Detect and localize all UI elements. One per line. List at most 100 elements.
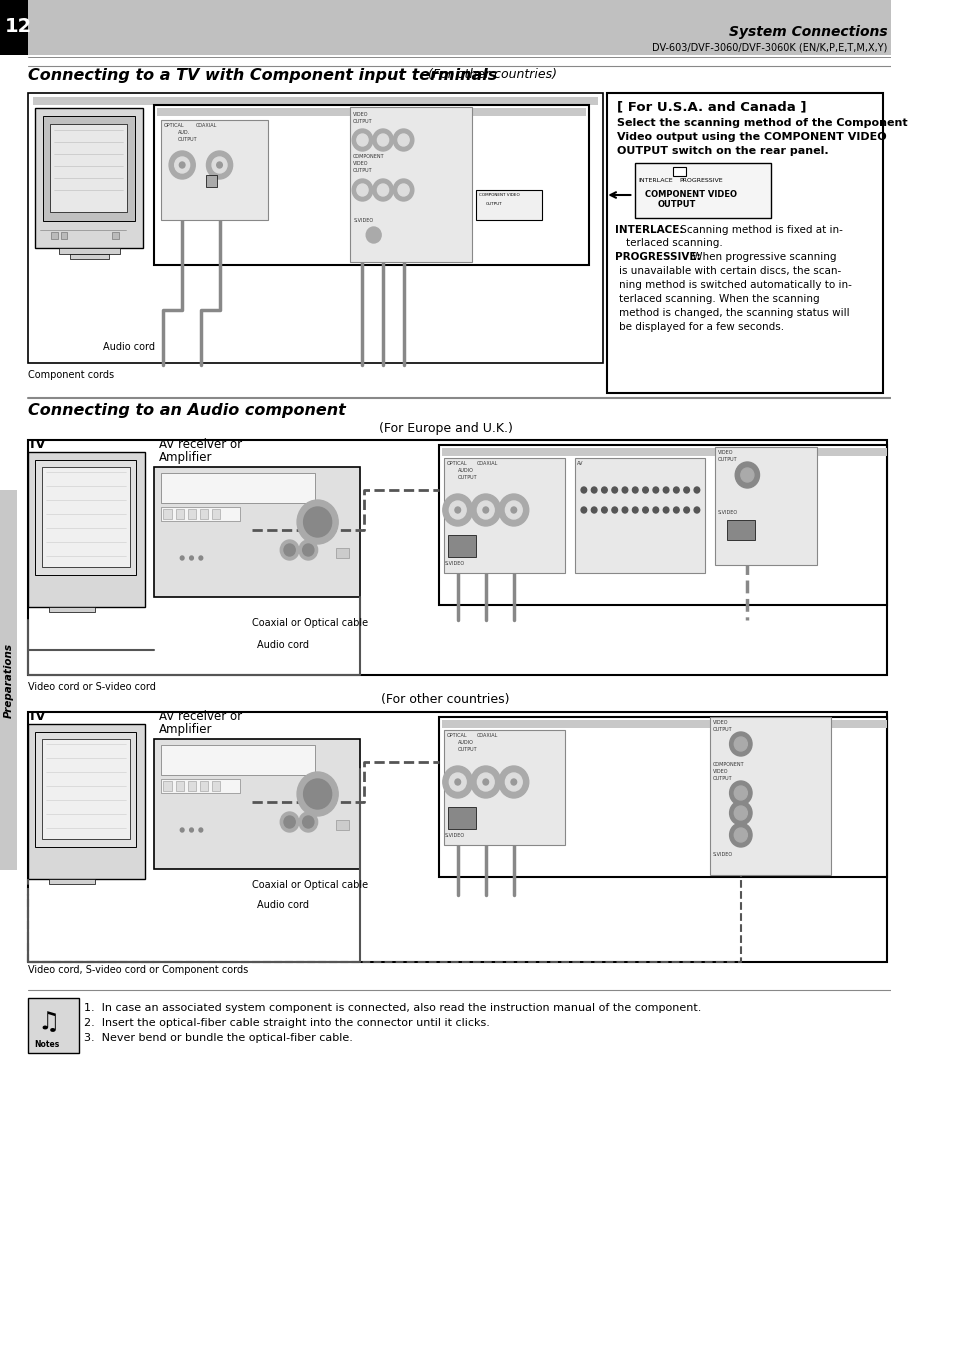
- Bar: [672, 168, 685, 176]
- Circle shape: [632, 507, 638, 513]
- Bar: [574, 458, 704, 573]
- Text: Video cord or S-video cord: Video cord or S-video cord: [28, 682, 155, 692]
- Text: Amplifier: Amplifier: [158, 723, 213, 736]
- Bar: [212, 781, 220, 790]
- Circle shape: [611, 507, 617, 513]
- Circle shape: [377, 134, 388, 146]
- Circle shape: [284, 816, 294, 828]
- Text: COMPONENT VIDEO: COMPONENT VIDEO: [478, 193, 519, 197]
- Circle shape: [296, 771, 337, 816]
- Text: COMPONENT VIDEO: COMPONENT VIDEO: [644, 190, 736, 199]
- Text: ♫: ♫: [37, 1011, 60, 1034]
- Text: DV-603/DVF-3060/DVF-3060K (EN/K,P,E,T,M,X,Y): DV-603/DVF-3060/DVF-3060K (EN/K,P,E,T,M,…: [652, 42, 886, 51]
- Text: Audio cord: Audio cord: [256, 640, 309, 650]
- Circle shape: [180, 828, 184, 832]
- Bar: [49, 607, 95, 612]
- Bar: [448, 807, 476, 830]
- Circle shape: [734, 786, 746, 800]
- Circle shape: [482, 507, 488, 513]
- Circle shape: [471, 494, 500, 526]
- Circle shape: [302, 544, 314, 557]
- Text: Preparations: Preparations: [4, 643, 13, 717]
- Bar: [443, 458, 564, 573]
- Bar: [448, 535, 476, 557]
- Circle shape: [482, 780, 488, 785]
- Circle shape: [298, 812, 317, 832]
- Text: VIDEO: VIDEO: [712, 769, 727, 774]
- Text: 2.  Insert the optical-fiber cable straight into the connector until it clicks.: 2. Insert the optical-fiber cable straig…: [84, 1019, 490, 1028]
- Text: Audio cord: Audio cord: [256, 900, 309, 911]
- Circle shape: [511, 507, 517, 513]
- Circle shape: [652, 486, 658, 493]
- Text: method is changed, the scanning status will: method is changed, the scanning status w…: [618, 308, 849, 317]
- Text: OPTICAL: OPTICAL: [163, 123, 184, 128]
- Circle shape: [621, 486, 627, 493]
- Circle shape: [734, 807, 746, 820]
- Circle shape: [397, 134, 409, 146]
- Text: (For other countries): (For other countries): [381, 693, 509, 707]
- Text: 3.  Never bend or bundle the optical-fiber cable.: 3. Never bend or bundle the optical-fibe…: [84, 1034, 353, 1043]
- Bar: [32, 97, 598, 105]
- Circle shape: [642, 486, 648, 493]
- Circle shape: [662, 507, 668, 513]
- Text: OUTPUT: OUTPUT: [712, 727, 732, 732]
- Circle shape: [356, 184, 368, 196]
- Bar: [28, 453, 145, 607]
- Circle shape: [476, 773, 494, 790]
- Circle shape: [729, 732, 751, 757]
- Text: TV: TV: [28, 438, 47, 451]
- Bar: [336, 820, 349, 830]
- Text: (For other countries): (For other countries): [427, 68, 557, 81]
- Bar: [336, 549, 349, 558]
- Circle shape: [683, 507, 689, 513]
- Bar: [160, 120, 268, 220]
- Circle shape: [511, 780, 517, 785]
- Text: AV receiver or: AV receiver or: [158, 711, 242, 723]
- Circle shape: [169, 151, 195, 178]
- Circle shape: [296, 500, 337, 544]
- Circle shape: [632, 486, 638, 493]
- Text: (For Europe and U.K.): (For Europe and U.K.): [378, 422, 512, 435]
- Text: [ For U.S.A. and Canada ]: [ For U.S.A. and Canada ]: [616, 100, 805, 113]
- Bar: [160, 780, 240, 793]
- Bar: [607, 93, 882, 393]
- Text: PROGRESSIVE: PROGRESSIVE: [679, 178, 722, 182]
- Text: OUTPUT: OUTPUT: [485, 203, 502, 205]
- Bar: [157, 108, 585, 116]
- Text: COMPONENT: COMPONENT: [353, 154, 384, 159]
- Bar: [51, 232, 58, 239]
- Bar: [154, 467, 359, 597]
- Circle shape: [352, 128, 373, 151]
- Text: COAXIAL: COAXIAL: [196, 123, 217, 128]
- Text: INTERLACE: INTERLACE: [638, 178, 672, 182]
- Bar: [61, 232, 68, 239]
- Bar: [154, 105, 588, 265]
- Circle shape: [449, 501, 466, 519]
- Circle shape: [280, 540, 298, 561]
- Bar: [175, 781, 184, 790]
- Circle shape: [476, 501, 494, 519]
- Circle shape: [377, 184, 388, 196]
- Text: S.VIDEO: S.VIDEO: [712, 852, 732, 857]
- Bar: [28, 93, 602, 363]
- Text: Coaxial or Optical cable: Coaxial or Optical cable: [252, 880, 368, 890]
- Circle shape: [373, 128, 393, 151]
- Text: S.VIDEO: S.VIDEO: [717, 509, 737, 515]
- Text: COMPONENT: COMPONENT: [712, 762, 743, 767]
- Text: is unavailable with certain discs, the scan-: is unavailable with certain discs, the s…: [618, 266, 841, 276]
- Bar: [51, 124, 127, 212]
- Bar: [726, 520, 754, 540]
- Bar: [188, 781, 196, 790]
- Circle shape: [180, 557, 184, 561]
- Circle shape: [505, 773, 521, 790]
- Circle shape: [206, 151, 233, 178]
- Text: AUD.: AUD.: [177, 130, 190, 135]
- Text: Video cord, S-video cord or Component cords: Video cord, S-video cord or Component co…: [28, 965, 248, 975]
- Bar: [0, 0, 28, 55]
- Text: VIDEO: VIDEO: [717, 450, 732, 455]
- Text: COAXIAL: COAXIAL: [476, 461, 497, 466]
- Circle shape: [212, 157, 227, 173]
- Bar: [35, 732, 136, 847]
- Circle shape: [734, 738, 746, 751]
- Text: OUTPUT: OUTPUT: [457, 476, 476, 480]
